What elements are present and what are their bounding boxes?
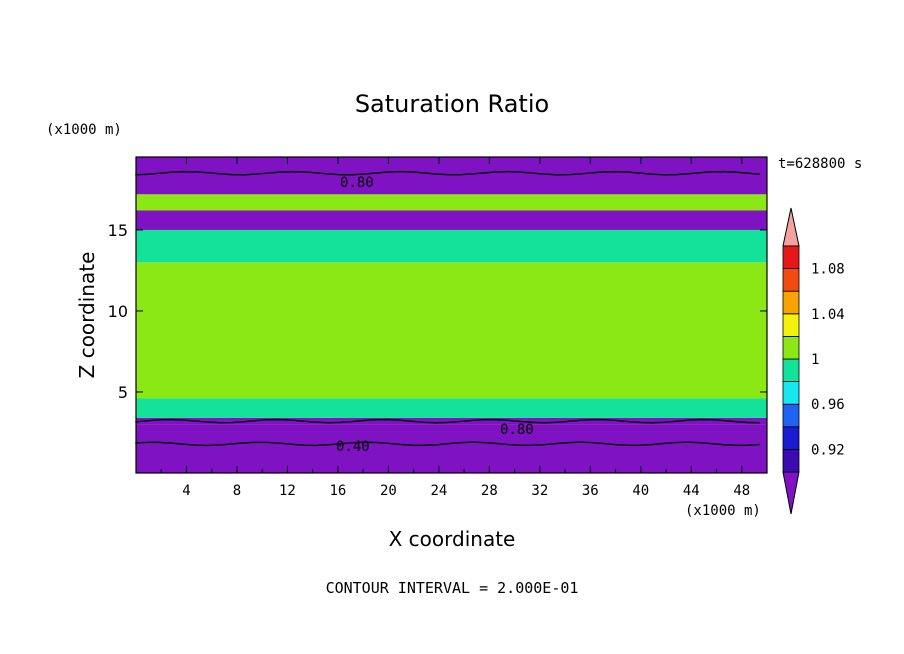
y-tick-label: 10 bbox=[108, 302, 128, 321]
x-tick-label: 8 bbox=[233, 483, 241, 499]
plot-frame bbox=[135, 156, 768, 474]
x-tick-label: 4 bbox=[182, 483, 190, 499]
time-label: t=628800 s bbox=[778, 156, 862, 172]
y-axis: 5 10 15 bbox=[108, 221, 767, 402]
contour-lines bbox=[135, 170, 761, 447]
colorbar-swatch bbox=[782, 313, 800, 337]
field-band-1 bbox=[136, 417, 767, 425]
contour-line-2 bbox=[135, 441, 761, 447]
x-tick-label: 16 bbox=[329, 483, 346, 499]
field-band-2 bbox=[136, 398, 767, 418]
contour-interval: CONTOUR INTERVAL = 2.000E-01 bbox=[326, 579, 579, 597]
colorbar-top-arrow bbox=[782, 207, 800, 247]
field-band-5 bbox=[136, 210, 767, 230]
x-axis-label: X coordinate bbox=[389, 527, 516, 551]
x-tick-label: 12 bbox=[279, 483, 296, 499]
x-axis: 4 8 12 16 20 24 28 32 36 40 44 48 bbox=[160, 157, 750, 499]
x-tick-label: 28 bbox=[481, 483, 498, 499]
y-axis-label: Z coordinate bbox=[75, 252, 99, 379]
field-band-4 bbox=[136, 229, 767, 263]
colorbar-swatch bbox=[782, 358, 800, 383]
colorbar-tick-label: 0.92 bbox=[811, 442, 845, 458]
colorbar-bottom-arrow bbox=[782, 471, 800, 515]
colorbar-tick-label: 1.08 bbox=[811, 262, 845, 278]
x-tick-label: 32 bbox=[531, 483, 548, 499]
colorbar-swatch bbox=[782, 268, 800, 292]
x-unit-label: (x1000 m) bbox=[685, 503, 761, 519]
x-tick-label: 48 bbox=[733, 483, 750, 499]
x-tick-label: 20 bbox=[380, 483, 397, 499]
x-tick-label: 44 bbox=[683, 483, 700, 499]
colorbar-swatch bbox=[782, 290, 800, 315]
y-unit-label: (x1000 m) bbox=[46, 122, 122, 138]
colorbar-tick-label: 1.04 bbox=[811, 307, 845, 323]
plot-area bbox=[136, 157, 767, 473]
colorbar-swatch bbox=[782, 426, 800, 450]
chart-title: Saturation Ratio bbox=[355, 90, 549, 118]
field-band-3 bbox=[136, 262, 767, 399]
field-band-7 bbox=[136, 157, 767, 195]
contour-label-mid: 0.80 bbox=[500, 422, 534, 438]
colorbar-swatch bbox=[782, 335, 800, 360]
x-tick-label: 24 bbox=[430, 483, 447, 499]
colorbar-swatch bbox=[782, 245, 800, 270]
y-tick-label: 5 bbox=[118, 383, 128, 402]
contour-label-low: 0.40 bbox=[336, 439, 370, 455]
x-tick-label: 40 bbox=[632, 483, 649, 499]
contour-label-top: 0.80 bbox=[340, 175, 374, 191]
colorbar-tick-label: 0.96 bbox=[811, 397, 845, 413]
colorbar-swatch bbox=[782, 403, 800, 428]
contour-line-1 bbox=[135, 418, 761, 424]
field-band-6 bbox=[136, 194, 767, 211]
colorbar-swatch bbox=[782, 381, 800, 405]
field-band-0 bbox=[136, 424, 767, 473]
colorbar-tick-label: 1 bbox=[811, 352, 819, 368]
contour-line-0 bbox=[135, 170, 761, 176]
x-tick-label: 36 bbox=[582, 483, 599, 499]
colorbar-swatch bbox=[782, 448, 800, 473]
colorbar: 0.92 0.96 1 1.04 1.08 bbox=[782, 207, 845, 515]
y-tick-label: 15 bbox=[108, 221, 128, 240]
